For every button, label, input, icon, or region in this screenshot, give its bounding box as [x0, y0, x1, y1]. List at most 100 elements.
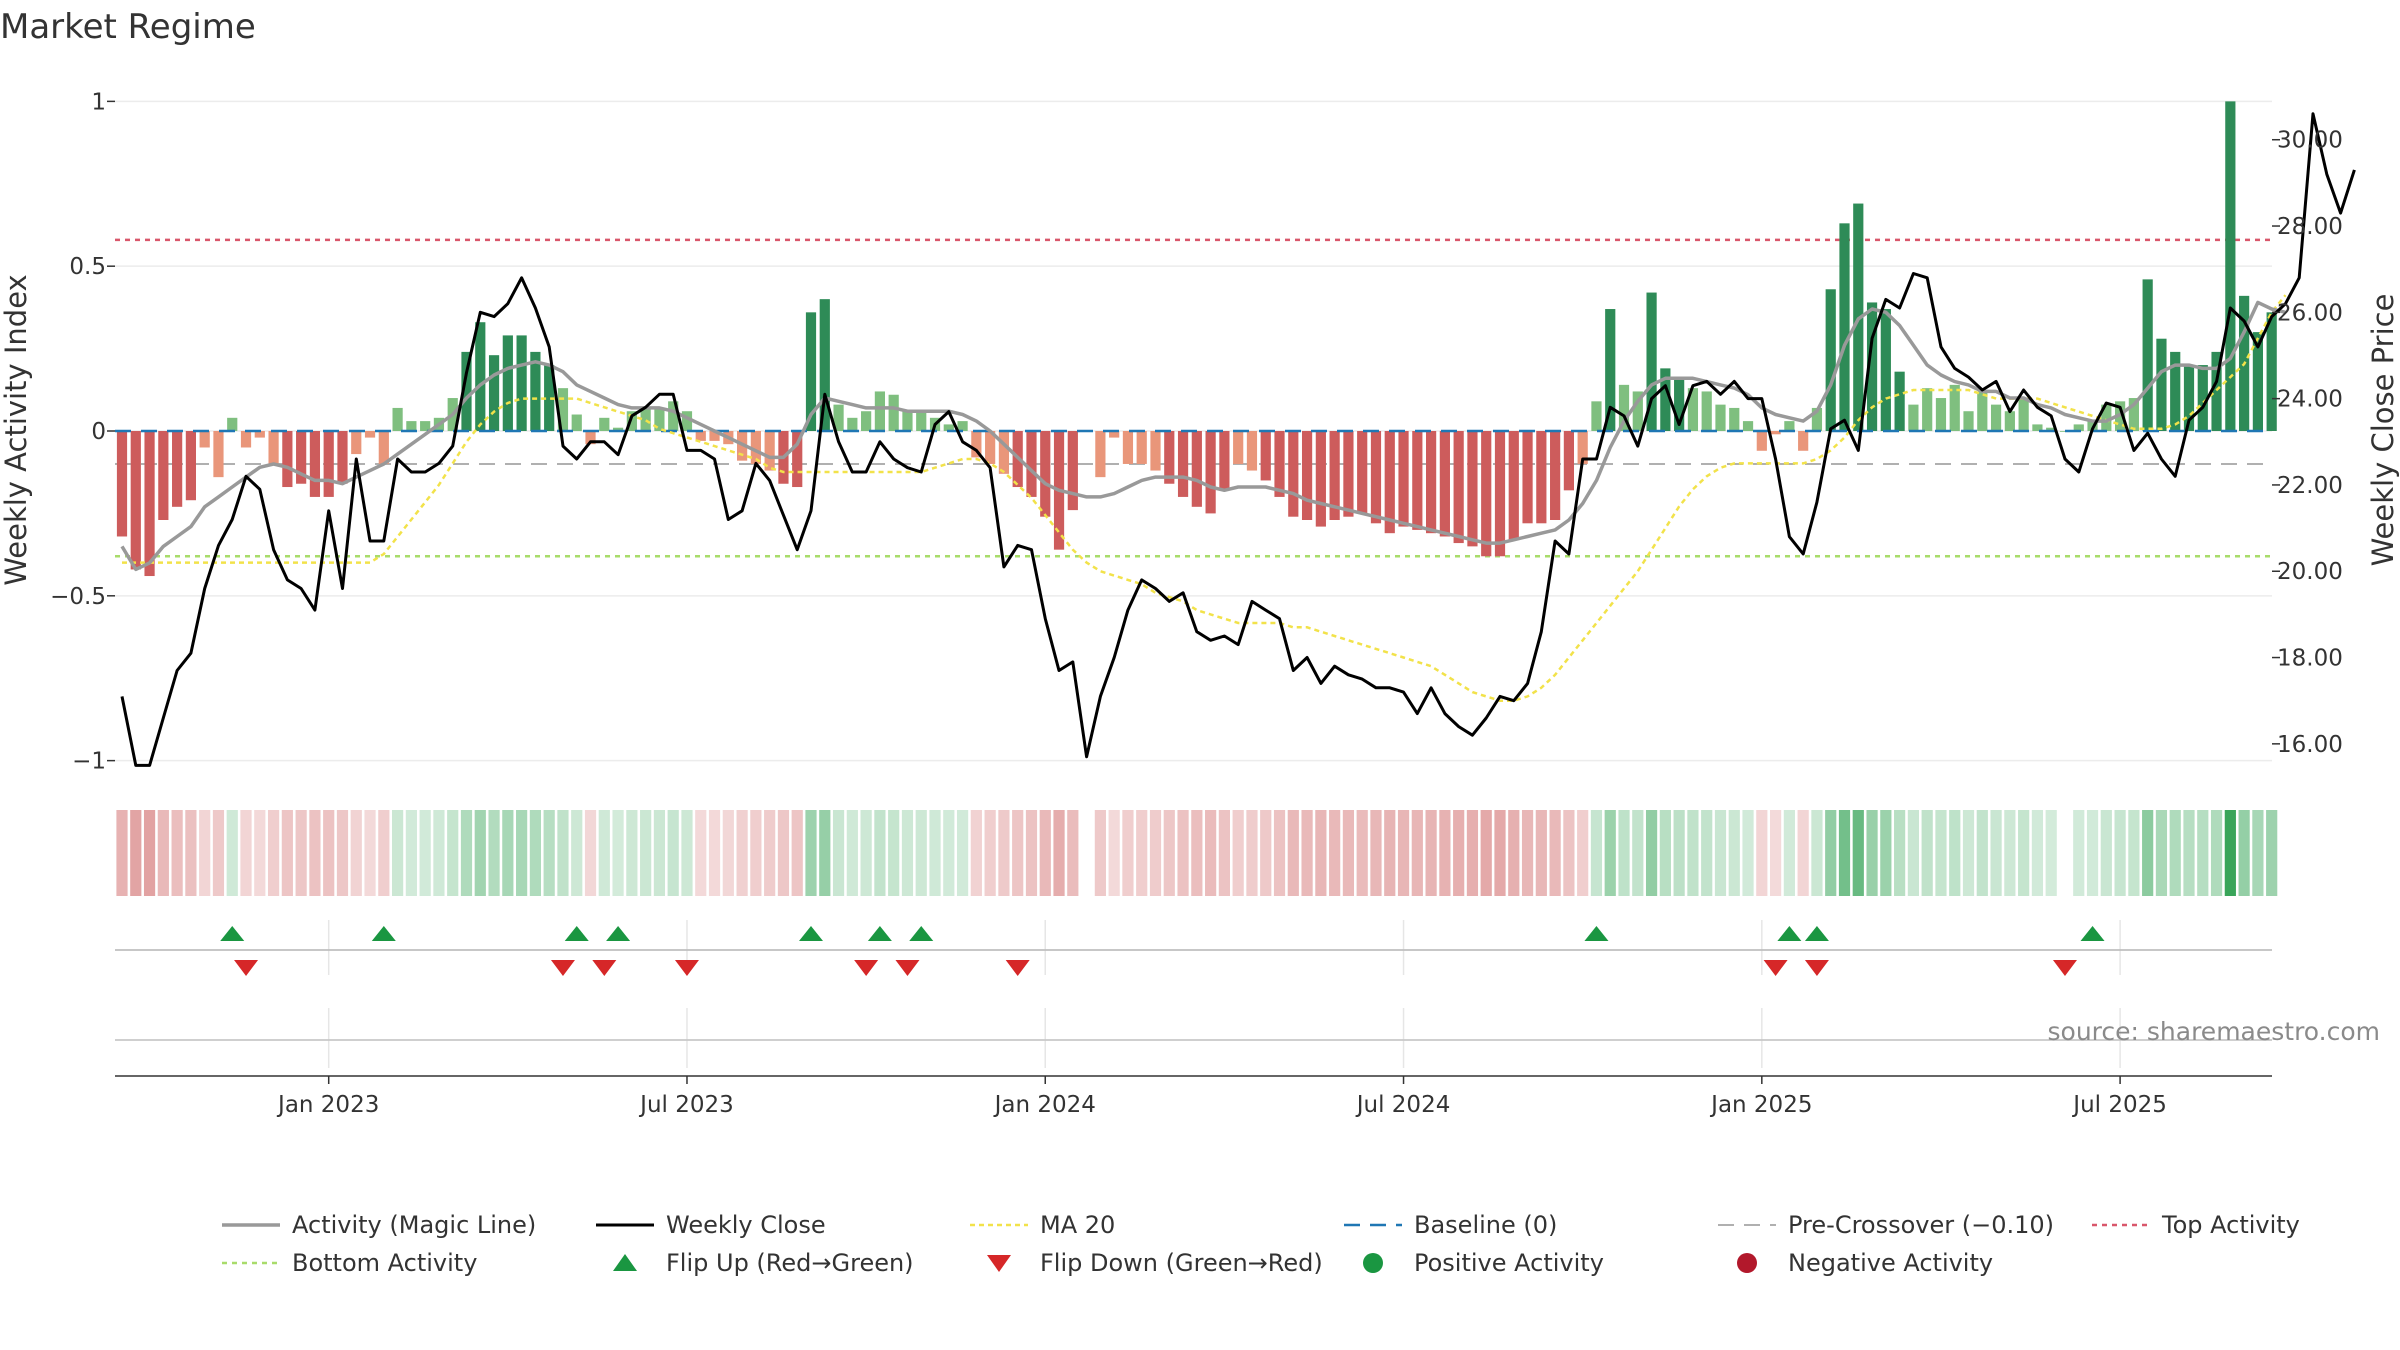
activity-bar [833, 404, 844, 431]
activity-bar [1398, 431, 1409, 527]
x-tick-label: Jul 2024 [1355, 1092, 1451, 1118]
flip-down-marker [550, 960, 575, 976]
flip-down-marker [234, 960, 259, 976]
flip-up-marker [867, 926, 892, 941]
regime-cell [695, 810, 707, 896]
regime-cell [571, 810, 583, 896]
legend-label: MA 20 [1040, 1211, 1115, 1239]
regime-cell [474, 810, 486, 896]
activity-bar [1632, 391, 1643, 431]
activity-bar [1315, 431, 1326, 527]
regime-cell [447, 810, 459, 896]
activity-bar [888, 394, 899, 431]
legend-swatch [1363, 1253, 1383, 1273]
activity-bar [654, 407, 665, 431]
regime-cell [2059, 810, 2071, 896]
activity-bar [943, 424, 954, 431]
activity-bar [1605, 309, 1616, 431]
activity-bar [1563, 431, 1574, 491]
left-tick-label: −1 [72, 749, 106, 775]
flip-down-marker [674, 960, 699, 976]
regime-cell [1287, 810, 1299, 896]
activity-bar [2197, 365, 2208, 431]
regime-cell [1949, 810, 1961, 896]
activity-bar [172, 431, 183, 507]
activity-bar [1880, 309, 1891, 431]
activity-bar [1494, 431, 1506, 557]
regime-cell [1466, 810, 1479, 896]
activity-bar [351, 431, 362, 455]
regime-cell [1645, 810, 1658, 896]
flip-down-marker [2052, 960, 2077, 976]
legend-label: Activity (Magic Line) [292, 1211, 536, 1239]
activity-bar [378, 431, 389, 464]
flip-up-marker [2080, 926, 2105, 941]
activity-bar [861, 411, 872, 431]
regime-cell [1756, 810, 1768, 896]
regime-cell [116, 810, 128, 896]
regime-cell [640, 810, 652, 896]
regime-cell [157, 810, 169, 896]
activity-bar [254, 431, 265, 438]
activity-bar [144, 431, 155, 577]
regime-cell [1618, 810, 1630, 896]
flip-markers-panel [115, 926, 2272, 976]
activity-bar [2142, 279, 2153, 431]
activity-bar [323, 431, 334, 497]
regime-cell [1632, 810, 1644, 896]
activity-bar [1288, 431, 1299, 517]
activity-bar [296, 431, 307, 484]
regime-cell [1770, 810, 1782, 896]
activity-bar [1756, 431, 1767, 451]
regime-cell [874, 810, 886, 896]
activity-bar [2266, 312, 2277, 431]
activity-bar [571, 414, 582, 431]
regime-cell [2004, 810, 2016, 896]
activity-bar [1770, 431, 1781, 435]
regime-cell [1990, 810, 2002, 896]
x-tick-label: Jan 2023 [276, 1092, 379, 1118]
activity-bar [2183, 365, 2195, 431]
regime-cell [185, 810, 197, 896]
regime-cell [1260, 810, 1272, 896]
regime-cell [1549, 810, 1561, 896]
magic-line [120, 300, 2286, 572]
activity-bars [115, 101, 2277, 577]
activity-bar [585, 431, 596, 445]
activity-bar [557, 388, 569, 431]
regime-cell [502, 810, 514, 896]
regime-cell [1177, 810, 1189, 896]
activity-bar [1811, 407, 1823, 431]
activity-bar [1908, 404, 1919, 431]
regime-cell [295, 810, 307, 896]
legend-item-close: Weekly Close [596, 1211, 826, 1239]
regime-cell [1894, 810, 1906, 896]
activity-bar [2046, 427, 2057, 431]
activity-bar [902, 411, 913, 431]
regime-cell [1976, 810, 1988, 896]
regime-cell [350, 810, 362, 896]
regime-cell [1866, 810, 1878, 896]
regime-cell [460, 810, 473, 896]
activity-bar [1095, 431, 1106, 478]
regime-cell [764, 810, 776, 896]
source-credit: source: sharemaestro.com [2048, 1017, 2381, 1046]
regime-cell [1122, 810, 1134, 896]
regime-cell [888, 810, 900, 896]
left-axis: 1 0.5 0 −0.5 −1 [50, 89, 115, 775]
regime-cell [1935, 810, 1947, 896]
activity-bar [1963, 411, 1974, 431]
activity-bar [2101, 404, 2112, 431]
right-tick-label: 18.00 [2277, 646, 2343, 672]
activity-bar [695, 431, 706, 441]
regime-cell [1852, 810, 1864, 896]
activity-bar [1274, 431, 1285, 497]
regime-cell [419, 810, 431, 896]
activity-bar [985, 431, 996, 464]
activity-bar [1618, 384, 1630, 431]
regime-cell [378, 810, 390, 896]
activity-bar [1674, 378, 1685, 431]
regime-cell [143, 810, 156, 896]
flip-down-marker [854, 960, 879, 976]
regime-cell [1411, 810, 1423, 896]
